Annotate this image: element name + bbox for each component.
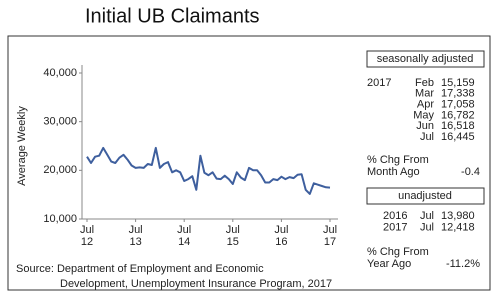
x-tick-label: Jul 16 [274,224,288,248]
line-series [86,146,331,195]
change-label: % Chg From [367,246,429,258]
value: 17,338 [441,88,475,100]
year: 2017 [383,221,407,233]
y-axis-label: Average Weekly [16,106,28,186]
frame [7,35,491,291]
panel-heading-box [366,187,485,205]
x-tick-label: Jul 12 [80,224,94,248]
change-value: -0.4 [461,166,480,178]
panel-heading-box [366,50,485,68]
year: 2016 [383,210,407,222]
change-value: -11.2% [446,258,480,270]
source: Source: Department of Employment and Eco… [16,263,264,275]
month: Jul [420,210,434,222]
month: Jun [416,120,434,132]
month: Jul [420,131,434,143]
month: May [413,109,434,121]
value: 16,518 [441,120,475,132]
month: Jul [420,221,434,233]
panel-heading: seasonally adjusted [377,53,474,65]
source: Development, Unemployment Insurance Prog… [60,278,332,290]
x-tick-label: Jul 14 [177,224,191,248]
value: 12,418 [441,221,475,233]
y-tick-label: 30,000 [43,116,77,128]
x-tick-label: Jul 15 [226,224,240,248]
y-tick-label: 20,000 [43,164,77,176]
year: 2017 [367,77,391,89]
month: Apr [417,99,434,111]
month: Mar [415,88,434,100]
value: 13,980 [441,210,475,222]
chart-title: Initial UB Claimants [85,5,260,27]
value: 15,159 [441,77,475,89]
y-tick-label: 10,000 [43,213,77,225]
value: 17,058 [441,99,475,111]
panel-heading: unadjusted [398,190,452,202]
change-label: % Chg From [367,154,429,166]
x-tick-label: Jul 17 [323,224,337,248]
value: 16,782 [441,109,475,121]
y-tick-label: 40,000 [43,67,77,79]
change-label: Year Ago [367,258,411,270]
value: 16,445 [441,131,475,143]
change-label: Month Ago [367,166,420,178]
x-tick-label: Jul 13 [129,224,143,248]
month: Feb [415,77,434,89]
